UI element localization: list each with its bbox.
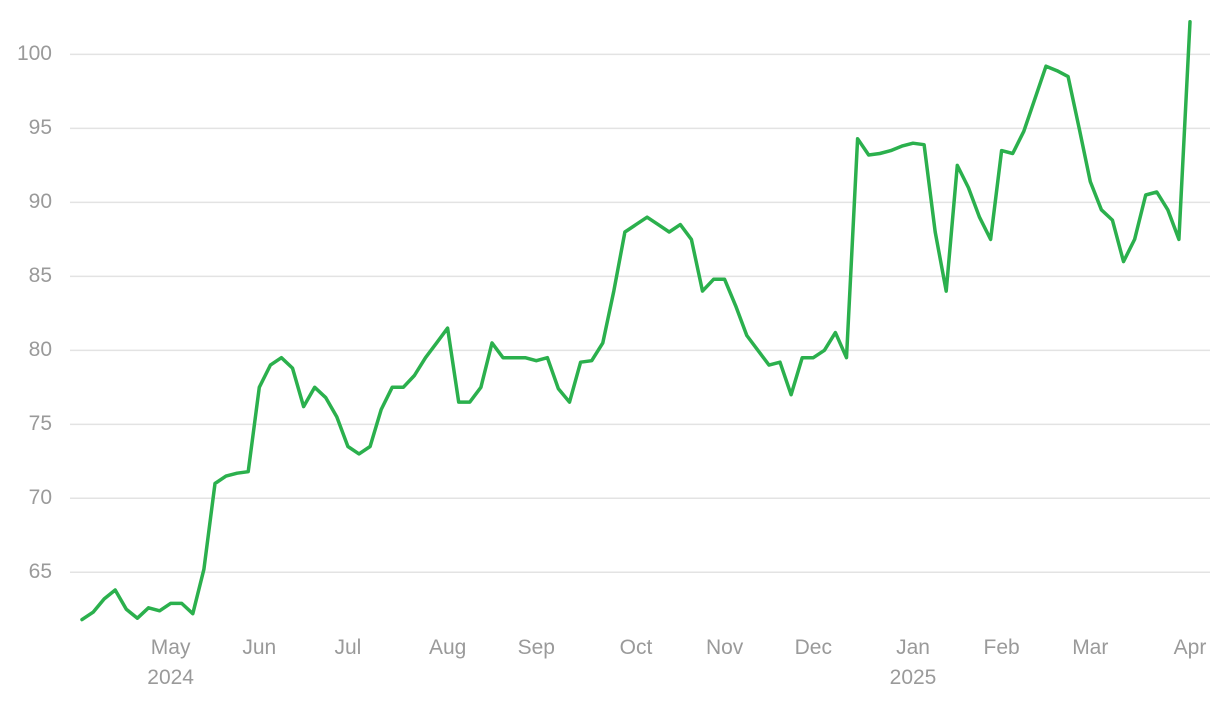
- x-tick-label: Nov: [706, 636, 744, 659]
- x-tick-label: May 2024: [147, 636, 194, 689]
- y-tick-label: 65: [29, 560, 52, 583]
- x-tick-label: Jan 2025: [890, 636, 937, 689]
- y-tick-label: 80: [29, 338, 52, 361]
- x-tick-label: Feb: [984, 636, 1020, 659]
- x-tick-label: Jul: [334, 636, 361, 659]
- y-tick-label: 70: [29, 486, 52, 509]
- x-tick-label: Dec: [795, 636, 832, 659]
- x-tick-label: Apr: [1174, 636, 1207, 659]
- x-tick-label: Sep: [518, 636, 555, 659]
- y-tick-label: 90: [29, 190, 52, 213]
- y-tick-label: 75: [29, 412, 52, 435]
- x-tick-label: Aug: [429, 636, 466, 659]
- x-tick-label: Jun: [242, 636, 276, 659]
- y-tick-label: 85: [29, 264, 52, 287]
- x-tick-label: Mar: [1072, 636, 1108, 659]
- y-tick-label: 95: [29, 116, 52, 139]
- data-line: [80, 20, 1192, 622]
- y-tick-label: 100: [17, 42, 52, 65]
- x-tick-label: Oct: [620, 636, 653, 659]
